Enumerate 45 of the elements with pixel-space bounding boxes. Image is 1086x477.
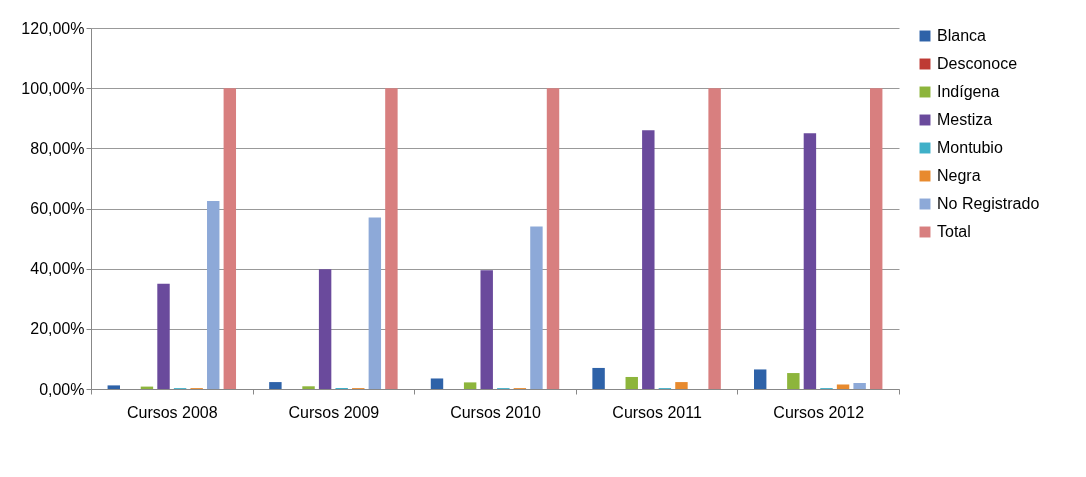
bar xyxy=(207,200,220,389)
legend-label: Blanca xyxy=(937,27,987,44)
legend-label: Indígena xyxy=(937,83,1000,100)
y-tick-label: 20,00% xyxy=(30,320,85,338)
bar xyxy=(430,378,444,389)
legend-label: Desconoce xyxy=(937,55,1018,72)
bar xyxy=(675,382,688,389)
bar xyxy=(836,384,850,389)
bar xyxy=(708,88,721,389)
bar xyxy=(803,133,817,389)
x-tick-label: Cursos 2011 xyxy=(612,403,702,421)
bar xyxy=(530,226,543,389)
bar xyxy=(223,88,237,389)
bar xyxy=(463,382,477,389)
bar xyxy=(869,88,883,389)
y-tick-label: 60,00% xyxy=(30,200,85,217)
bar xyxy=(625,376,638,389)
bar xyxy=(753,369,767,389)
bar xyxy=(853,382,866,389)
legend-label: No Registrado xyxy=(937,195,1040,212)
x-tick-label: Cursos 2012 xyxy=(773,403,865,421)
x-tick-label: Cursos 2010 xyxy=(450,403,541,421)
bar xyxy=(385,88,398,389)
y-tick-label: 0,00% xyxy=(39,380,85,398)
legend-label: Montubio xyxy=(937,139,1003,156)
bar xyxy=(302,386,315,389)
y-tick-label: 40,00% xyxy=(30,260,85,278)
x-tick-label: Cursos 2009 xyxy=(288,403,380,421)
bar xyxy=(107,385,121,389)
bar xyxy=(269,382,282,389)
x-tick-label: Cursos 2008 xyxy=(126,403,218,421)
bar xyxy=(546,88,560,389)
bar xyxy=(592,367,605,389)
legend-label: Mestiza xyxy=(937,111,993,128)
legend-label: Negra xyxy=(937,167,981,184)
bar xyxy=(318,269,332,389)
bar xyxy=(642,130,655,389)
bar xyxy=(157,283,170,389)
bar xyxy=(787,373,800,389)
y-tick-label: 80,00% xyxy=(30,139,85,157)
y-tick-label: 100,00% xyxy=(21,79,85,97)
bar xyxy=(368,217,382,389)
legend-label: Total xyxy=(937,223,971,240)
y-tick-label: 120,00% xyxy=(21,19,85,37)
bar xyxy=(480,270,493,389)
